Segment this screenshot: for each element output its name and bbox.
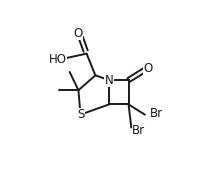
Text: Br: Br — [150, 108, 163, 120]
Text: O: O — [144, 62, 153, 75]
Text: N: N — [105, 74, 113, 87]
Text: S: S — [77, 108, 84, 121]
Text: HO: HO — [49, 53, 67, 66]
Text: O: O — [74, 27, 83, 40]
Text: Br: Br — [132, 124, 145, 137]
